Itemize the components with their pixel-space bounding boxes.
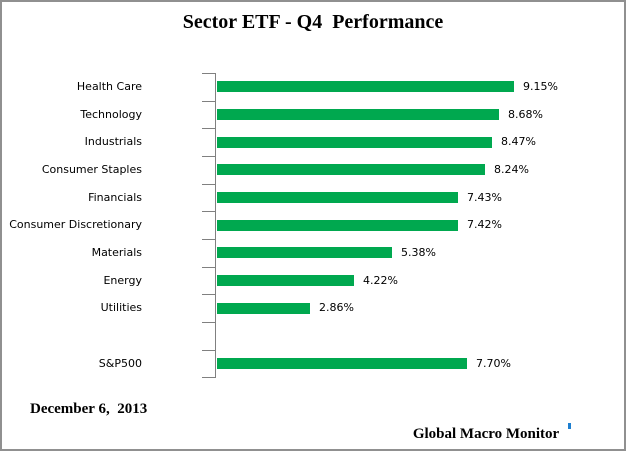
bar	[217, 109, 499, 120]
bar	[217, 247, 392, 258]
bar	[217, 220, 458, 231]
axis-tick	[202, 267, 216, 268]
bar	[217, 358, 467, 369]
axis-tick	[202, 239, 216, 240]
value-label: 5.38%	[401, 246, 436, 260]
category-label: Industrials	[84, 135, 142, 149]
category-label: Energy	[103, 273, 142, 287]
bar	[217, 164, 485, 175]
category-label: Health Care	[76, 80, 142, 93]
chart-title: Sector ETF - Q4 Performance	[182, 11, 444, 33]
axis-tick	[202, 294, 216, 295]
category-label: Consumer Staples	[41, 163, 142, 177]
category-label: Financials	[88, 190, 142, 204]
category-axis-line	[215, 73, 216, 378]
value-label: 8.47%	[501, 135, 536, 149]
axis-tick	[202, 184, 216, 185]
bar	[217, 275, 354, 286]
category-label: Materials	[91, 246, 142, 260]
category-label: Technology	[80, 107, 142, 121]
bar	[217, 192, 458, 203]
value-label: 2.86%	[319, 301, 354, 315]
axis-tick	[202, 377, 216, 378]
category-label: S&P500	[98, 356, 142, 370]
axis-tick	[202, 128, 216, 129]
watermark-line1: Global Macro Monitor	[412, 426, 560, 442]
axis-tick	[202, 322, 216, 323]
value-label: 8.24%	[494, 163, 529, 177]
axis-tick	[202, 211, 216, 212]
category-label: Consumer Discretionary	[9, 218, 142, 232]
value-label: 7.43%	[467, 190, 502, 204]
value-label: 9.15%	[523, 80, 558, 93]
axis-tick	[202, 73, 216, 74]
date-label: December 6, 2013	[30, 401, 148, 417]
bar	[217, 303, 310, 314]
bar	[217, 137, 492, 148]
value-label: 4.22%	[363, 273, 398, 287]
category-label: Utilities	[100, 301, 142, 315]
value-label: 8.68%	[508, 107, 543, 121]
value-label: 7.42%	[467, 218, 502, 232]
cursor-artifact	[568, 423, 571, 429]
watermark: Global Macro Monitor macromon.wordpress.…	[376, 397, 596, 449]
category-label	[2, 322, 142, 350]
axis-tick	[202, 350, 216, 351]
axis-tick	[202, 156, 216, 157]
bar	[217, 81, 514, 92]
value-label: 7.70%	[476, 356, 511, 370]
axis-tick	[202, 101, 216, 102]
